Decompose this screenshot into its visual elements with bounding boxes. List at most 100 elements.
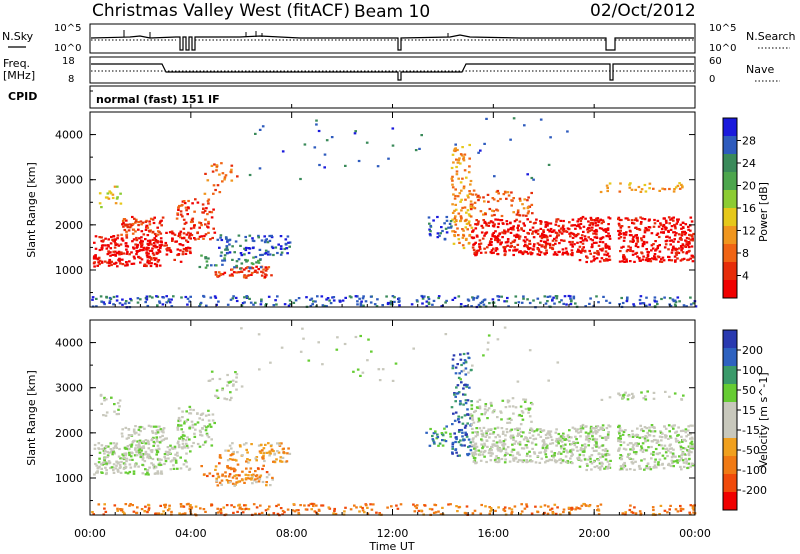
scatter-cell	[518, 453, 521, 456]
scatter-cell	[553, 459, 557, 462]
scatter-cell	[482, 303, 486, 306]
scatter-cell	[525, 238, 529, 241]
scatter-cell	[462, 362, 466, 365]
scatter-cell	[531, 226, 535, 229]
scatter-cell	[645, 248, 648, 251]
scatter-cell	[449, 435, 452, 438]
scatter-cell	[155, 246, 159, 249]
scatter-cell	[191, 202, 194, 205]
scatter-cell	[231, 476, 235, 479]
scatter-cell	[539, 301, 542, 304]
scatter-cell	[643, 468, 646, 471]
scatter-cell	[680, 234, 684, 237]
scatter-cell	[598, 468, 602, 471]
scatter-cell	[520, 435, 523, 438]
scatter-cell	[496, 416, 499, 419]
scatter-cell	[502, 447, 506, 450]
scatter-cell	[679, 446, 683, 449]
scatter-cell	[168, 507, 171, 510]
scatter-cell	[364, 300, 368, 303]
scatter-cell	[687, 445, 691, 448]
scatter-cell	[105, 469, 108, 472]
scatter-cell	[643, 437, 647, 440]
scatter-cell	[546, 300, 549, 303]
scatter-cell	[582, 230, 585, 233]
scatter-cell	[468, 224, 472, 227]
scatter-cell	[672, 465, 675, 468]
scatter-cell	[187, 199, 190, 203]
scatter-cell	[338, 300, 342, 303]
scatter-cell	[685, 252, 688, 255]
scatter-cell	[500, 411, 503, 414]
scatter-cell	[572, 295, 576, 298]
scatter-cell	[626, 398, 630, 401]
scatter-cell	[587, 505, 591, 508]
scatter-cell	[536, 242, 540, 245]
scatter-cell	[202, 294, 205, 298]
scatter-cell	[241, 454, 244, 457]
scatter-cell	[137, 428, 141, 431]
scatter-cell	[218, 454, 222, 457]
scatter-cell	[506, 244, 509, 247]
scatter-cell	[228, 398, 232, 402]
scatter-cell	[645, 304, 648, 307]
scatter-cell	[529, 251, 532, 254]
scatter-cell	[256, 467, 260, 470]
scatter-cell	[633, 218, 637, 222]
scatter-cell	[635, 442, 638, 445]
scatter-cell	[541, 440, 545, 443]
scatter-cell	[248, 173, 252, 177]
scatter-cell	[522, 438, 526, 441]
scatter-cell	[523, 198, 526, 201]
scatter-cell	[325, 298, 328, 301]
scatter-cell	[504, 241, 508, 244]
scatter-cell	[645, 436, 649, 439]
scatter-cell	[617, 439, 620, 443]
scatter-cell	[214, 394, 217, 397]
scatter-cell	[617, 233, 621, 236]
scatter-cell	[120, 251, 123, 254]
scatter-cell	[485, 224, 488, 227]
scatter-cell	[655, 233, 659, 236]
scatter-cell	[479, 459, 483, 462]
scatter-cell	[453, 296, 457, 299]
scatter-cell	[303, 143, 307, 146]
scatter-cell	[569, 449, 572, 452]
scatter-cell	[557, 234, 560, 237]
scatter-cell	[299, 177, 302, 181]
scatter-cell	[100, 206, 103, 209]
scatter-cell	[510, 512, 513, 515]
scatter-cell	[578, 458, 581, 461]
scatter-cell	[153, 232, 157, 236]
scatter-cell	[664, 390, 667, 393]
scatter-cell	[287, 304, 291, 307]
scatter-cell	[95, 297, 98, 300]
scatter-cell	[624, 511, 627, 514]
scatter-cell	[482, 213, 485, 216]
scatter-cell	[365, 504, 368, 507]
colorbar-frame	[722, 329, 738, 511]
scatter-cell	[140, 426, 144, 429]
scatter-cell	[189, 227, 193, 230]
scatter-cell	[454, 395, 457, 398]
scatter-cell	[622, 239, 626, 242]
scatter-cell	[458, 192, 462, 195]
scatter-cell	[443, 237, 447, 240]
scatter-cell	[121, 428, 124, 431]
scatter-cell	[177, 407, 181, 410]
velocity-y-label: Slant Range [km]	[25, 370, 38, 466]
scatter-cell	[590, 219, 594, 222]
scatter-cell	[531, 447, 534, 450]
scatter-cell	[597, 513, 601, 516]
scatter-cell	[511, 397, 515, 400]
scatter-cell	[153, 262, 157, 266]
scatter-cell	[478, 419, 481, 422]
scatter-cell	[691, 424, 694, 427]
scatter-cell	[585, 468, 588, 472]
scatter-cell	[579, 222, 583, 225]
scatter-cell	[365, 141, 369, 144]
scatter-cell	[525, 459, 528, 462]
scatter-cell	[444, 333, 448, 336]
scatter-cell	[370, 508, 374, 511]
